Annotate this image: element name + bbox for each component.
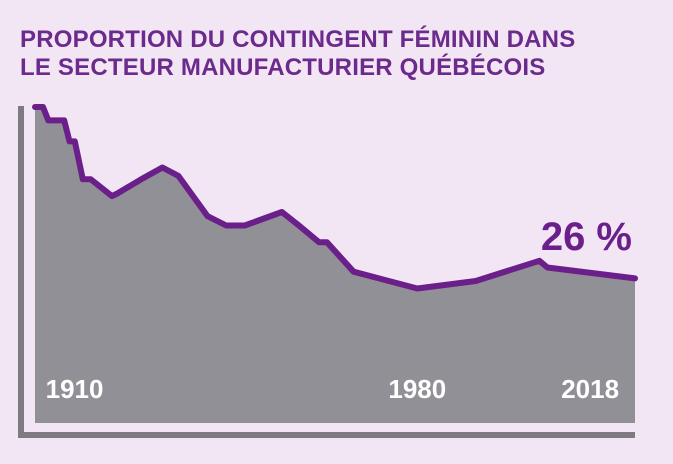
x-tick-label: 2018	[561, 374, 619, 404]
axis-frame	[18, 106, 635, 438]
end-value-label: 26 %	[541, 215, 632, 259]
title-line-1: PROPORTION DU CONTINGENT FÉMININ DANS	[20, 26, 576, 53]
title-line-2: LE SECTEUR MANUFACTURIER QUÉBÉCOIS	[20, 54, 546, 81]
chart-title: PROPORTION DU CONTINGENT FÉMININ DANS LE…	[20, 26, 660, 82]
x-tick-labels: 1910 1980 2018	[46, 374, 619, 404]
x-tick-label: 1910	[46, 374, 104, 404]
x-tick-label: 1980	[388, 374, 446, 404]
series-line	[32, 104, 638, 292]
